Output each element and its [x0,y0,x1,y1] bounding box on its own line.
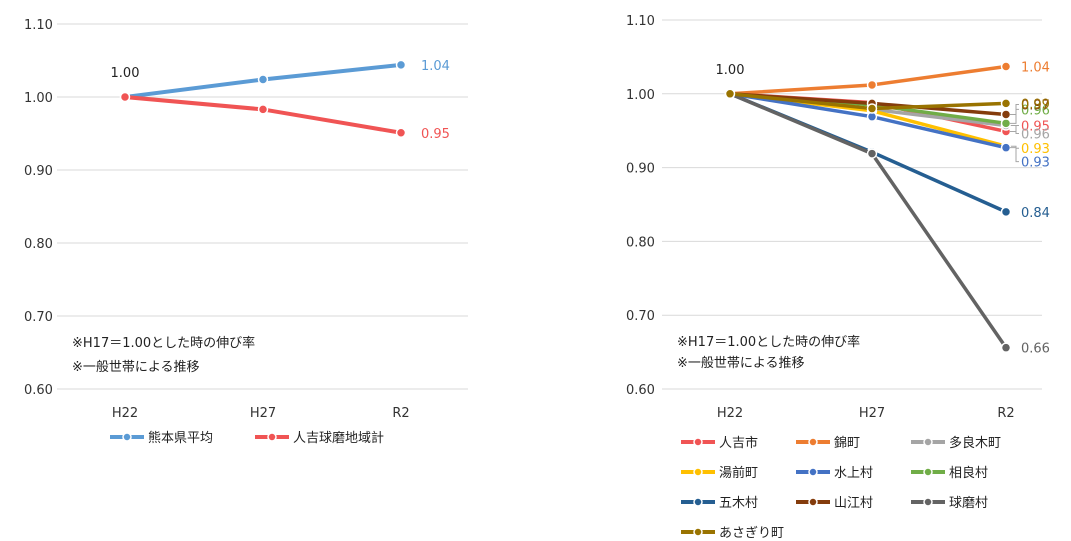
data-label: 0.84 [1021,206,1050,221]
x-tick-label: H22 [112,406,138,421]
data-label: 0.96 [1021,128,1050,143]
y-tick-label: 0.60 [626,383,655,398]
legend-label: 水上村 [834,466,873,481]
data-point [1002,143,1011,152]
label-leader-line [1010,109,1019,123]
series-錦町: 1.04 [726,60,1050,98]
start-data-label: 1.00 [716,63,745,78]
x-tick-label: H27 [859,406,885,421]
legend-swatch-marker [123,433,131,441]
legend-item: 湯前町 [681,465,758,481]
start-data-label: 1.00 [111,66,140,81]
chart-note: ※H17＝1.00とした時の伸び率 [72,335,255,351]
legend-item: 水上村 [796,466,873,481]
data-point [868,149,877,158]
legend-swatch-marker [809,438,817,446]
series-人吉球磨地域計: 0.95 [121,93,450,142]
y-tick-label: 1.00 [24,91,53,106]
legend-swatch-marker [809,468,817,476]
legend-item: 五木村 [681,496,758,511]
data-point [1002,110,1011,119]
legend-swatch-marker [694,498,702,506]
legend-item: 熊本県平均 [110,430,213,446]
data-point [868,80,877,89]
data-point [259,75,268,84]
x-tick-label: R2 [392,406,409,421]
legend: 熊本県平均 人吉球磨地域計 [110,430,384,446]
data-label: 0.93 [1021,156,1050,171]
y-tick-label: 0.60 [24,383,53,398]
data-point [868,104,877,113]
legend-label: 錦町 [834,435,860,451]
series-line [730,94,1006,348]
data-point [1002,99,1011,108]
legend-label: 人吉球磨地域計 [293,430,384,446]
data-point [397,60,406,69]
legend-label: 球磨村 [949,496,988,511]
legend-item: 球磨村 [911,496,988,511]
y-tick-label: 0.90 [24,164,53,179]
legend-item: 人吉球磨地域計 [255,430,384,446]
legend-item: 人吉市 [681,435,758,451]
data-point [1002,119,1011,128]
legend-item: あさぎり町 [681,526,784,541]
data-point [1002,343,1011,352]
legend-swatch-marker [694,438,702,446]
series-line [730,66,1006,93]
legend-swatch-marker [268,433,276,441]
y-tick-label: 0.80 [626,235,655,250]
legend-swatch-marker [924,498,932,506]
x-tick-label: H22 [717,406,743,421]
data-label: 0.66 [1021,342,1050,357]
legend-swatch-marker [809,498,817,506]
legend-label: 湯前町 [719,465,758,481]
legend-label: 熊本県平均 [148,430,213,446]
chart-1: 0.60 0.70 0.80 0.90 1.00 1.10 H22 H27 R2 ※H17＝1.0… [24,18,468,446]
chart-note: ※一般世帯による推移 [677,355,805,371]
legend-label: 相良村 [949,465,988,481]
series-line [125,97,401,133]
legend-item: 相良村 [911,465,988,481]
legend-item: 多良木町 [911,435,1001,451]
legend-item: 山江村 [796,496,873,511]
x-tick-label: R2 [997,406,1014,421]
x-tick-label: H27 [250,406,276,421]
legend-label: 人吉市 [719,435,758,451]
data-point [1002,207,1011,216]
legend-swatch-marker [694,528,702,536]
data-point [1002,62,1011,71]
legend-label: 五木村 [719,496,758,511]
y-tick-label: 0.70 [626,309,655,324]
label-leader-line [1010,148,1019,162]
legend-label: 山江村 [834,496,873,511]
y-tick-label: 0.80 [24,237,53,252]
series-熊本県平均: 1.04 [121,59,450,102]
legend-item: 錦町 [796,435,860,451]
legend-swatch-marker [694,468,702,476]
legend-swatch-marker [924,468,932,476]
data-label: 1.04 [421,59,450,74]
label-leader-line [1010,126,1019,134]
y-tick-label: 0.90 [626,162,655,177]
y-tick-label: 1.10 [24,18,53,33]
data-label: 0.99 [1021,97,1050,112]
data-point [397,128,406,137]
data-point [121,93,130,102]
chart-2: 0.60 0.70 0.80 0.90 1.00 1.10 H22 H27 R2 ※H17＝1.0… [626,14,1050,541]
legend-label: あさぎり町 [719,526,784,541]
legend-swatch-marker [924,438,932,446]
data-label: 0.95 [421,127,450,142]
y-tick-label: 1.10 [626,14,655,29]
y-tick-label: 0.70 [24,310,53,325]
legend-label: 多良木町 [949,435,1001,451]
y-tick-label: 1.00 [626,88,655,103]
label-leader-line [1010,125,1019,131]
data-label: 1.04 [1021,60,1050,75]
chart-note: ※一般世帯による推移 [72,359,200,375]
data-point [726,89,735,98]
data-point [259,105,268,114]
chart-note: ※H17＝1.00とした時の伸び率 [677,334,860,350]
